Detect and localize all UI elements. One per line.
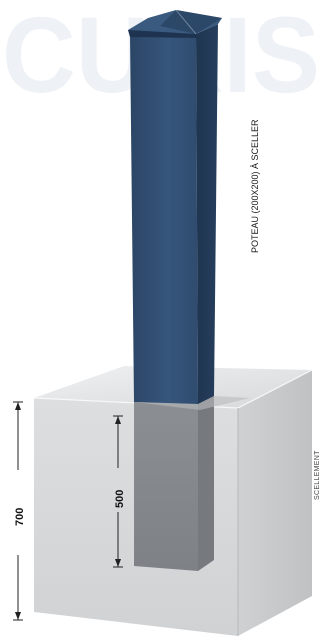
post-label: POTEAU (200X200) À SCELLER — [250, 119, 260, 253]
concrete-side-face — [238, 370, 312, 636]
embedded-post-part — [134, 396, 214, 571]
dimension-700: 700 — [13, 401, 26, 621]
post-front-face — [130, 34, 198, 404]
dimension-500: 500 — [113, 415, 126, 568]
dimension-500-label: 500 — [114, 490, 126, 508]
dimension-700-label: 700 — [14, 508, 26, 526]
post-side-face — [196, 24, 218, 404]
sealing-label: SCELLEMENT — [314, 450, 321, 500]
steel-post — [128, 9, 250, 410]
